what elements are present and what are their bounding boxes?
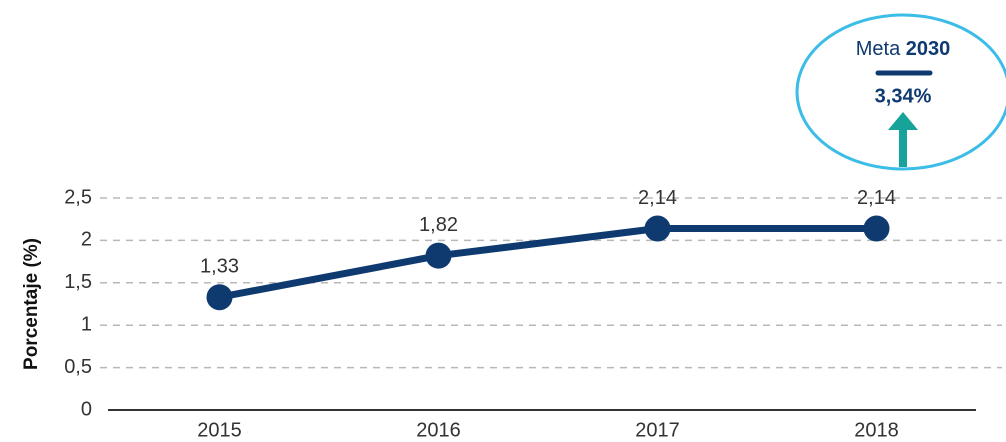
goal-word: Meta [856,38,901,60]
goal-arrow-head [888,112,918,130]
y-axis-label: Porcentaje (%) [21,238,42,370]
data-label: 1,82 [419,214,458,236]
x-tick-label: 2015 [197,419,242,441]
data-label: 1,33 [200,255,239,277]
data-line [218,225,877,301]
y-tick-label: 0 [81,398,92,420]
x-tick-label: 2016 [416,419,461,441]
goal-text: Meta 2030 [856,38,951,60]
x-tick-label: 2018 [854,419,899,441]
data-point [425,242,452,269]
data-point [206,284,233,311]
goal-circle [795,13,1006,171]
x-tick-label: 2017 [635,419,680,441]
y-tick-label: 2 [81,229,92,251]
data-point [863,215,890,242]
goal-year: 2030 [906,38,951,60]
data-label: 2,14 [857,187,896,209]
data-label: 2,14 [638,187,677,209]
y-tick-label: 2,5 [64,186,92,208]
y-tick-label: 0,5 [64,356,92,378]
y-tick-label: 1 [81,313,92,335]
y-tick-label: 1,5 [64,271,92,293]
data-point [644,215,671,242]
goal-value: 3,34% [875,85,932,107]
